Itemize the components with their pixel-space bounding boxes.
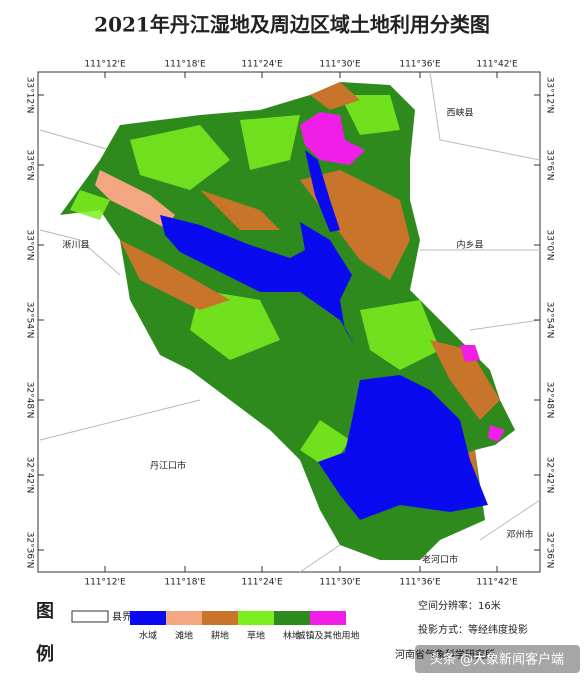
lon-label: 111°30'E [319,578,361,588]
lon-label: 111°42'E [476,578,518,588]
lat-label: 32°48'N [545,382,555,419]
lat-label: 33°6'N [25,150,35,181]
county-boundary [39,71,541,573]
lon-label: 111°24'E [241,60,283,70]
legend-swatch [166,611,202,625]
legend-label: 耕地 [211,630,229,642]
lat-label: 33°0'N [545,230,555,261]
lon-label: 111°30'E [319,60,361,70]
lon-label: 111°36'E [399,60,441,70]
note: 空间分辨率：16米 [418,599,501,612]
lon-label: 111°24'E [241,578,283,588]
place-label: 丹江口市 [150,460,186,472]
legend-swatch [310,611,346,625]
lat-label: 33°6'N [545,150,555,181]
grassland-areas [70,95,440,470]
legend-title: 例 [36,643,54,665]
legend-swatch [274,611,310,625]
water-areas [160,150,488,520]
lat-label: 32°36'N [25,532,35,569]
boundary-label: 县界 [112,611,132,623]
beach-area [95,170,175,228]
lat-label: 32°36'N [545,532,555,569]
legend-label: 城镇及其他用地 [296,630,359,642]
map-title: 2021年丹江湿地及周边区域土地利用分类图 [94,13,490,37]
legend-label: 草地 [247,630,265,642]
lon-label: 111°36'E [399,578,441,588]
note: 河南省气象科学研究所 [395,648,495,661]
lon-label: 111°12'E [84,60,126,70]
lat-label: 32°42'N [545,457,555,494]
legend-swatch [238,611,274,625]
place-label: 淅川县 [62,239,89,251]
lon-label: 111°12'E [84,578,126,588]
lat-label: 33°0'N [25,230,35,261]
lat-label: 32°54'N [25,302,35,339]
lon-label: 111°42'E [476,60,518,70]
lat-label: 32°54'N [545,302,555,339]
place-label: 西峡县 [446,107,473,119]
legend-label: 林地 [283,630,301,642]
place-label: 内乡县 [456,239,483,251]
legend-swatch [130,611,166,625]
map-body [39,71,541,573]
lat-label: 33°12'N [25,77,35,114]
watermark: 头条 @大象新闻客户端 [430,652,564,668]
lat-label: 33°12'N [545,77,555,114]
lon-label: 111°18'E [164,578,206,588]
legend-swatch [202,611,238,625]
note: 投影方式：等经纬度投影 [418,623,528,636]
place-label: 邓州市 [506,529,533,541]
urban-areas [300,112,505,442]
legend-title: 图 [36,601,54,622]
legend-label: 滩地 [175,630,193,642]
lat-label: 32°42'N [25,457,35,494]
place-label: 老河口市 [422,554,458,566]
legend-label: 水域 [139,630,157,642]
lat-label: 32°48'N [25,382,35,419]
watermark-bg [415,645,580,673]
lon-label: 111°18'E [164,60,206,70]
graticule: 111°12'E 111°12'E 111°18'E 111°18'E 111°24'E… [25,60,555,588]
boundary-swatch [71,610,109,623]
